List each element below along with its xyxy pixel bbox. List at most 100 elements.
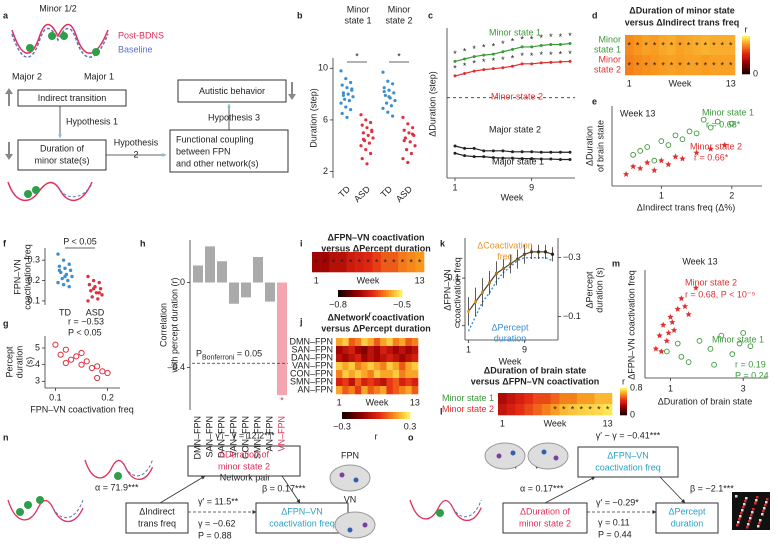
- stimulus-dot: [758, 522, 761, 525]
- colorbar-step: [396, 290, 400, 297]
- heat-cell: [667, 35, 677, 56]
- label: α = 0.17***: [520, 483, 564, 493]
- dot: [339, 101, 343, 105]
- label: 3: [35, 376, 40, 386]
- dot: [67, 262, 71, 266]
- label: Week 13: [620, 108, 655, 118]
- label: α = 71.9***: [95, 482, 139, 492]
- colorbar-step: [375, 290, 379, 297]
- point: [651, 157, 658, 164]
- heat-cell: [336, 354, 343, 363]
- stimulus-dot: [747, 523, 750, 526]
- label: coactivation freq: [22, 244, 32, 310]
- heat-cell: [675, 55, 685, 76]
- dot: [361, 137, 365, 141]
- axis-line: [659, 476, 686, 504]
- point: [558, 60, 562, 64]
- colorbar-step: [378, 290, 381, 297]
- point: [674, 305, 681, 312]
- heat-cell: [667, 55, 677, 76]
- label: r: [622, 376, 625, 386]
- stimulus-dot: [743, 503, 746, 506]
- colorbar-step: [342, 412, 346, 419]
- colorbar-step: [742, 39, 750, 42]
- label: *: [520, 51, 524, 61]
- label: *: [568, 31, 572, 41]
- point: [707, 346, 714, 352]
- label: 0.8: [630, 382, 643, 392]
- heat-cell: [633, 55, 643, 76]
- heat-cell: [392, 346, 400, 355]
- stimulus-dot: [764, 504, 767, 507]
- heat-cell: [367, 386, 375, 395]
- panel-letter: j: [299, 316, 303, 326]
- point: [681, 303, 689, 310]
- label: *: [539, 50, 543, 60]
- dot: [57, 268, 62, 273]
- colorbar-step: [742, 56, 750, 59]
- dot: [360, 157, 364, 161]
- state-ball: [60, 32, 68, 40]
- label: minor state 2: [218, 461, 270, 471]
- dot: [387, 95, 391, 99]
- label: ΔDuration of: [219, 449, 270, 459]
- colorbar-step: [387, 412, 391, 419]
- stimulus-dot: [756, 496, 759, 499]
- label: *: [653, 60, 657, 70]
- label: *: [661, 40, 665, 50]
- label: ΔPercept: [491, 322, 529, 332]
- label: *: [559, 32, 563, 42]
- label: Hypothesis 3: [208, 112, 260, 122]
- point: [637, 148, 644, 154]
- label: Post-BDNS: [118, 30, 164, 40]
- dot: [406, 122, 410, 126]
- state-ball: [24, 501, 32, 509]
- label: γ = −0.62: [198, 518, 236, 528]
- point: [520, 150, 524, 154]
- label: *: [530, 34, 534, 44]
- heat-cell: [342, 362, 349, 371]
- stimulus-dot: [755, 499, 758, 502]
- heat-cell: [709, 35, 719, 56]
- stimulus-dot: [752, 508, 755, 511]
- heat-cell: [373, 354, 381, 363]
- heat-cell: [348, 338, 356, 347]
- brain: [484, 442, 526, 470]
- label: *: [472, 58, 476, 68]
- stimulus-dot: [765, 501, 768, 504]
- label: −0.5: [393, 299, 411, 309]
- colorbar-step: [370, 290, 373, 297]
- dot: [359, 113, 363, 117]
- brain-region: [496, 453, 502, 459]
- point: [472, 146, 476, 150]
- label: Minor: [598, 34, 621, 44]
- label: ASD: [86, 307, 105, 317]
- dot: [351, 95, 355, 99]
- heat-cell: [641, 35, 651, 56]
- threshold-label: PBonferroni = 0.05: [196, 349, 262, 361]
- point: [543, 250, 548, 254]
- point: [671, 327, 678, 333]
- label: *: [687, 40, 691, 50]
- potential-curve: [409, 499, 482, 522]
- heat-cell: [399, 386, 406, 395]
- label: *: [409, 257, 413, 267]
- brain: [334, 511, 376, 539]
- point: [508, 262, 513, 266]
- colorbar-step: [620, 403, 627, 406]
- dot: [401, 157, 405, 161]
- point: [536, 250, 541, 254]
- heat-cell: [399, 346, 406, 355]
- point: [57, 351, 64, 358]
- label: ΔCoactivation: [477, 240, 533, 250]
- colorbar-step: [620, 408, 627, 410]
- potential-curve: [59, 183, 93, 198]
- heat-cell: [342, 338, 349, 347]
- colorbar-step: [354, 290, 357, 297]
- point: [539, 150, 543, 154]
- box: [655, 502, 719, 534]
- colorbar-step: [620, 390, 627, 392]
- heat-cell: [411, 362, 419, 371]
- label: trans freq: [138, 518, 176, 528]
- point: [491, 149, 495, 153]
